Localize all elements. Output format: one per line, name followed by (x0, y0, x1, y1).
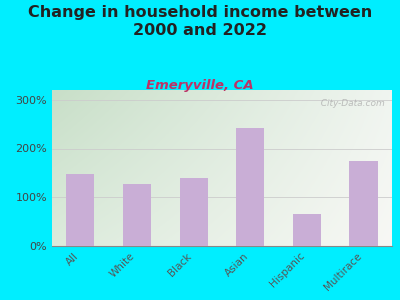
Text: Change in household income between
2000 and 2022: Change in household income between 2000 … (28, 4, 372, 38)
Text: City-Data.com: City-Data.com (316, 99, 385, 108)
Bar (180, 178, 208, 246)
Bar (66, 174, 94, 246)
Bar (123, 184, 151, 246)
Text: Emeryville, CA: Emeryville, CA (146, 80, 254, 92)
Bar (293, 214, 321, 246)
Bar (236, 128, 264, 246)
Bar (350, 161, 378, 246)
